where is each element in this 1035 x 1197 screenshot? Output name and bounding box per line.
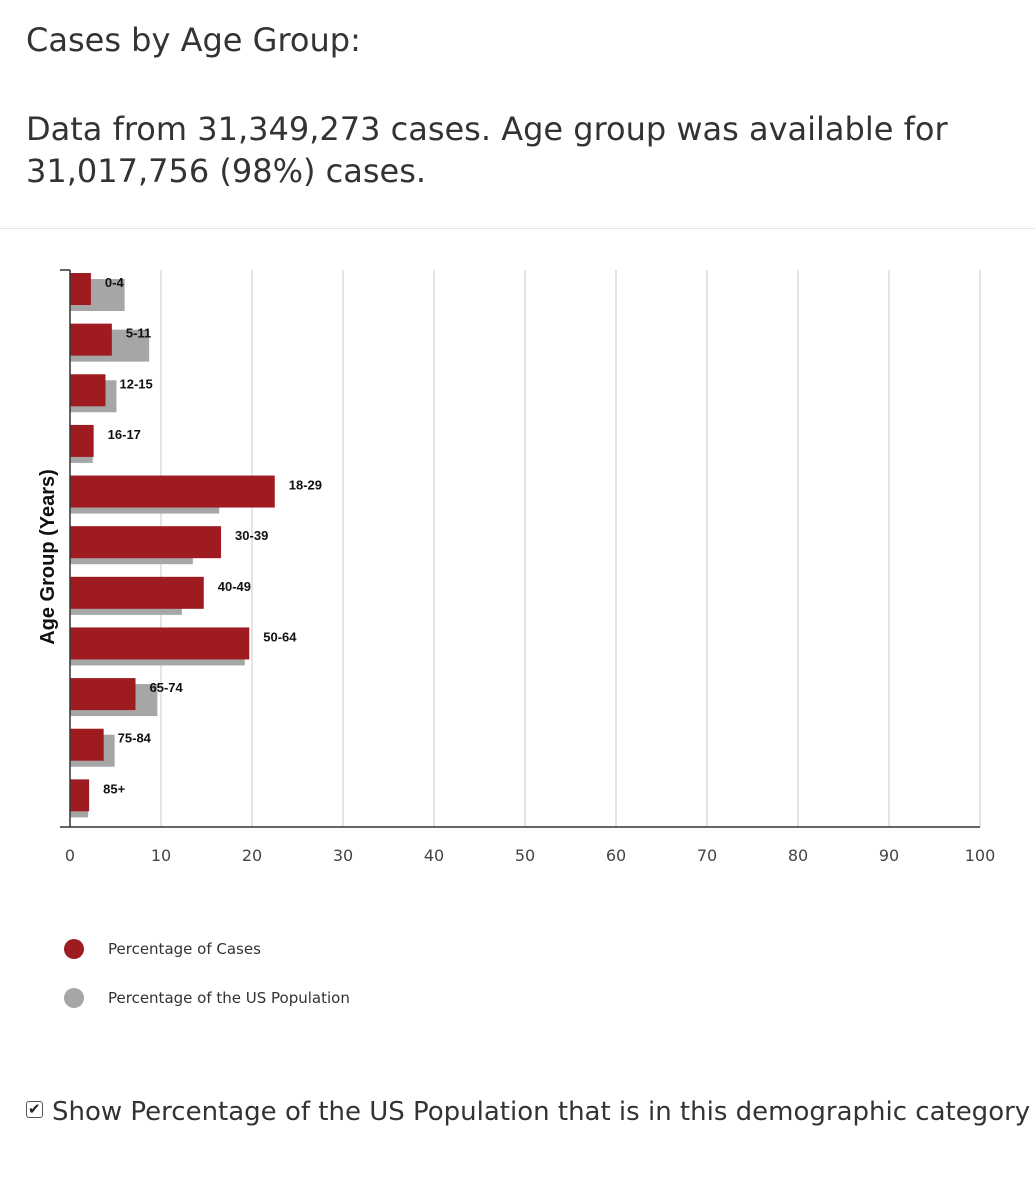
category-label-12-15: 12-15 xyxy=(119,376,152,391)
category-label-18-29: 18-29 xyxy=(289,478,322,493)
category-label-75-84: 75-84 xyxy=(118,731,152,746)
bar-cases-75-84[interactable] xyxy=(70,728,104,761)
legend-item-cases[interactable]: Percentage of Cases xyxy=(62,935,382,963)
legend-dot-population xyxy=(64,988,84,1008)
bar-cases-30-39[interactable] xyxy=(70,526,222,559)
x-tick-label-50: 50 xyxy=(515,846,535,865)
bars xyxy=(70,273,275,818)
x-tick-label-70: 70 xyxy=(697,846,717,865)
page-title: Cases by Age Group: xyxy=(26,21,361,59)
bar-cases-5-11[interactable] xyxy=(70,323,112,356)
legend-item-population[interactable]: Percentage of the US Population xyxy=(62,984,382,1012)
show-population-label: Show Percentage of the US Population tha… xyxy=(52,1097,1031,1127)
bar-cases-40-49[interactable] xyxy=(70,576,204,609)
axes: 0 10 20 30 40 50 60 70 80 90 100 xyxy=(60,269,996,865)
bar-cases-0-4[interactable] xyxy=(70,273,91,305)
category-label-5-11: 5-11 xyxy=(126,326,151,341)
bar-cases-65-74[interactable] xyxy=(70,678,136,711)
bar-cases-16-17[interactable] xyxy=(70,424,94,457)
data-summary: Data from 31,349,273 cases. Age group wa… xyxy=(26,110,948,190)
x-tick-label-80: 80 xyxy=(788,846,808,865)
category-labels: 0-4 5-11 12-15 16-17 18-29 30-39 40-49 50-64 65-… xyxy=(103,275,322,796)
population-toggle[interactable]: ✔ Show Percentage of the US Population t… xyxy=(26,1096,1030,1128)
gridlines xyxy=(160,270,981,827)
x-tick-label-100: 100 xyxy=(965,846,996,865)
category-label-30-39: 30-39 xyxy=(235,528,268,543)
bar-cases-18-29[interactable] xyxy=(70,475,275,508)
legend-label-population: Percentage of the US Population xyxy=(108,989,350,1007)
category-label-16-17: 16-17 xyxy=(108,427,141,442)
category-label-0-4: 0-4 xyxy=(105,275,125,290)
y-axis-title: Age Group (Years) xyxy=(37,469,59,645)
bar-cases-12-15[interactable] xyxy=(70,374,106,407)
x-tick-label-20: 20 xyxy=(242,846,262,865)
category-label-50-64: 50-64 xyxy=(263,629,297,644)
x-tick-label-90: 90 xyxy=(879,846,899,865)
category-label-40-49: 40-49 xyxy=(218,579,251,594)
x-tick-label-60: 60 xyxy=(606,846,626,865)
x-tick-label-0: 0 xyxy=(65,846,75,865)
x-tick-label-30: 30 xyxy=(333,846,353,865)
show-population-checkbox[interactable]: ✔ xyxy=(26,1100,43,1118)
category-label-85+: 85+ xyxy=(103,781,125,796)
bar-cases-85+[interactable] xyxy=(70,779,90,812)
age-group-bar-chart: 0-4 5-11 12-15 16-17 18-29 30-39 40-49 50-64 65-… xyxy=(37,269,996,865)
category-label-65-74: 65-74 xyxy=(150,680,184,695)
legend-dot-cases xyxy=(64,939,84,959)
x-tick-label-10: 10 xyxy=(151,846,171,865)
x-tick-label-40: 40 xyxy=(424,846,444,865)
checkmark-icon: ✔ xyxy=(28,1100,41,1118)
chart-header: Cases by Age Group: Data from 31,349,273… xyxy=(0,0,1035,229)
legend-label-cases: Percentage of Cases xyxy=(108,940,261,958)
bar-cases-50-64[interactable] xyxy=(70,627,250,660)
